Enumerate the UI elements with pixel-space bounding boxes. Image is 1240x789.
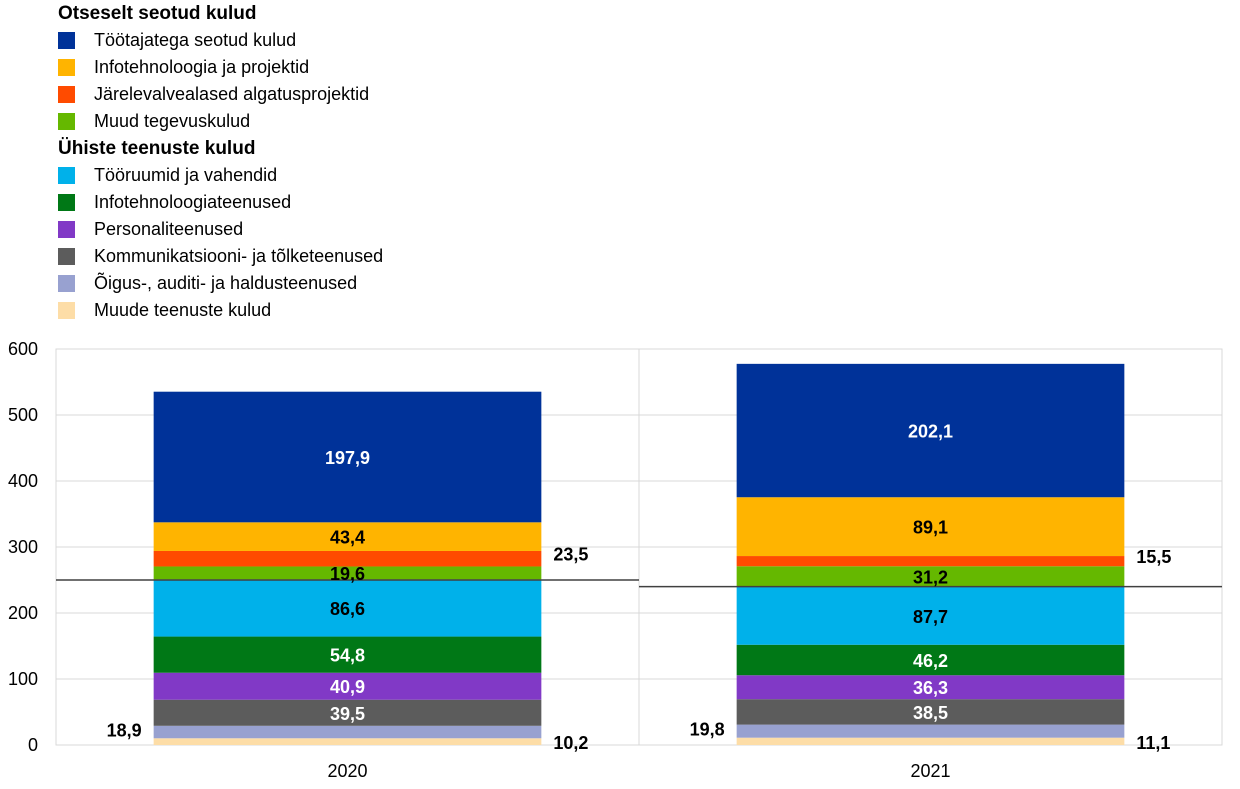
data-label: 40,9 [330, 677, 365, 697]
legend-swatch [58, 167, 75, 184]
legend-label: Muud tegevuskulud [94, 111, 251, 131]
legend-item: Õigus-, auditi- ja haldusteenused [58, 270, 758, 297]
data-label: 87,7 [913, 607, 948, 627]
legend-item: Infotehnoloogiateenused [58, 189, 758, 216]
bar-segment [153, 522, 542, 551]
chart-legend: Otseselt seotud kulud Töötajatega seotud… [58, 0, 758, 324]
data-label: 18,9 [107, 720, 142, 740]
legend-item: Muude teenuste kulud [58, 297, 758, 324]
data-label: 202,1 [908, 422, 953, 442]
legend-swatch [58, 302, 75, 319]
legend-swatch [58, 194, 75, 211]
y-tick-label: 600 [8, 339, 38, 359]
data-label: 15,5 [1136, 547, 1171, 567]
legend-swatch [58, 248, 75, 265]
legend-label: Kommunikatsiooni- ja tõlketeenused [94, 246, 384, 266]
legend-swatch [58, 113, 75, 130]
data-label: 10,2 [553, 733, 588, 753]
bar-segment [153, 636, 542, 673]
legend-label: Infotehnoloogia ja projektid [94, 57, 310, 77]
bar-segment [736, 644, 1125, 676]
bar-segment [736, 724, 1125, 738]
data-label: 36,3 [913, 678, 948, 698]
data-label: 86,6 [330, 599, 365, 619]
legend-group-direct: Töötajatega seotud kulud Infotehnoloogia … [58, 27, 758, 135]
bar-segment [736, 737, 1125, 745]
bar-segment [736, 556, 1125, 567]
reference-lines [56, 579, 1222, 588]
bar-segment [736, 586, 1125, 645]
legend-group-title-direct: Otseselt seotud kulud [58, 3, 257, 24]
bar-segment [736, 699, 1125, 725]
bar-segment [153, 579, 542, 637]
legend-label: Muude teenuste kulud [94, 300, 272, 320]
bar-segment [736, 675, 1125, 700]
data-label: 11,1 [1136, 733, 1170, 753]
legend-item: Infotehnoloogia ja projektid [58, 54, 758, 81]
legend-swatch [58, 221, 75, 238]
y-tick-label: 400 [8, 471, 38, 491]
bar-segment [736, 566, 1125, 587]
y-tick-label: 200 [8, 603, 38, 623]
data-label: 46,2 [913, 651, 948, 671]
bar-segment [153, 672, 542, 700]
data-label: 23,5 [553, 545, 588, 565]
y-axis: 0 100 200 300 400 500 600 [8, 339, 38, 755]
y-tick-label: 0 [28, 735, 38, 755]
legend-label: Õigus-, auditi- ja haldusteenused [94, 273, 358, 293]
bar-segment [153, 699, 542, 726]
data-label: 39,5 [330, 704, 365, 724]
x-axis: 2020 2021 [327, 761, 950, 781]
y-tick-label: 100 [8, 669, 38, 689]
y-tick-label: 500 [8, 405, 38, 425]
data-label: 197,9 [325, 448, 370, 468]
legend-swatch [58, 86, 75, 103]
bar-segment [153, 566, 542, 580]
legend-label: Personaliteenused [94, 219, 244, 239]
data-label: 54,8 [330, 646, 365, 666]
legend-label: Tööruumid ja vahendid [94, 165, 278, 185]
legend-swatch [58, 59, 75, 76]
legend-item: Kommunikatsiooni- ja tõlketeenused [58, 243, 758, 270]
bar-segment [153, 550, 542, 567]
legend-swatch [58, 32, 75, 49]
legend-label: Järelevalvealased algatusprojektid [94, 84, 370, 104]
legend-group-title-shared: Ühiste teenuste kulud [58, 138, 256, 159]
bar-segment [153, 738, 542, 745]
x-tick-label: 2020 [327, 761, 367, 781]
legend-label: Töötajatega seotud kulud [94, 30, 297, 50]
legend-item: Personaliteenused [58, 216, 758, 243]
data-label: 19,8 [690, 720, 725, 740]
legend-item: Järelevalvealased algatusprojektid [58, 81, 758, 108]
bar-segment [153, 391, 542, 523]
bar-segment [736, 363, 1125, 498]
data-label: 43,4 [330, 528, 365, 548]
data-label: 89,1 [913, 518, 948, 538]
legend-item: Töötajatega seotud kulud [58, 27, 758, 54]
data-label: 38,5 [913, 703, 948, 723]
data-label: 31,2 [913, 568, 948, 588]
data-label: 19,6 [330, 564, 365, 584]
legend-label: Infotehnoloogiateenused [94, 192, 292, 212]
legend-item: Muud tegevuskulud [58, 108, 758, 135]
legend-item: Tööruumid ja vahendid [58, 162, 758, 189]
y-tick-label: 300 [8, 537, 38, 557]
bar-segment [153, 725, 542, 739]
data-labels: 10,2 18,9 39,5 40,9 54,8 86,6 19,6 23,5 43,4 197,… [107, 422, 1172, 753]
legend-swatch [58, 275, 75, 292]
legend-group-shared: Tööruumid ja vahendid Infotehnoloogiateen… [58, 162, 758, 324]
bars [153, 363, 1125, 745]
x-tick-label: 2021 [910, 761, 950, 781]
bar-segment [736, 497, 1125, 557]
